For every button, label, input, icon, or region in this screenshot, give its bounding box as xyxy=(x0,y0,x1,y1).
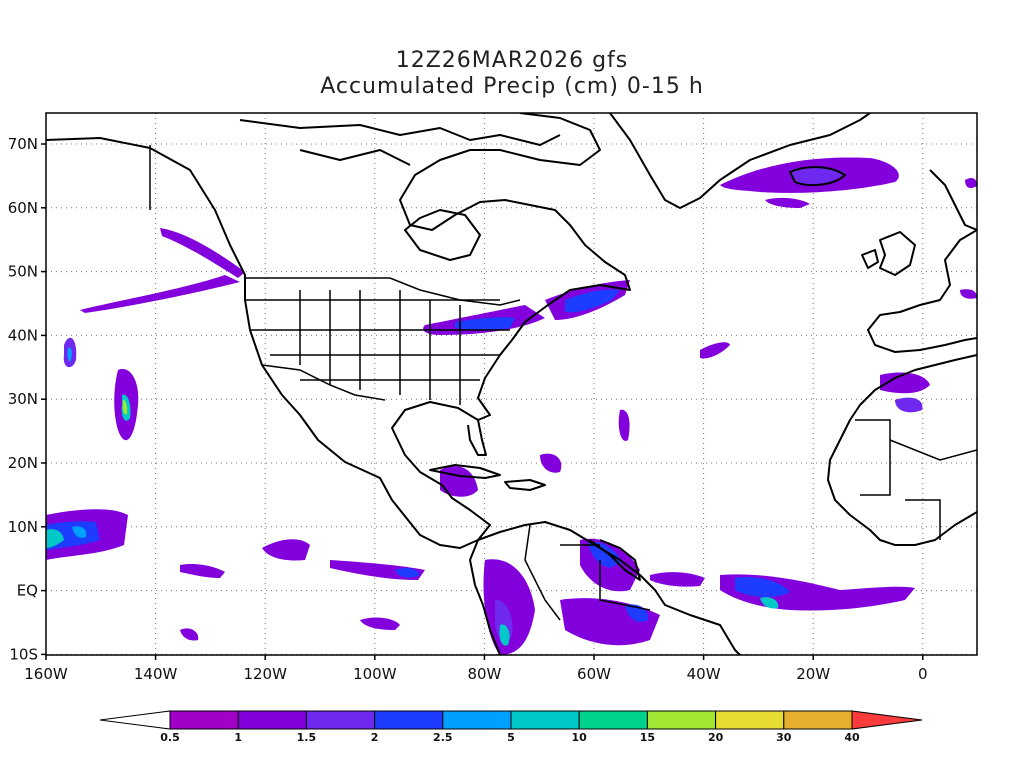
lon-label: 120W xyxy=(243,665,287,683)
lat-label: 20N xyxy=(8,454,38,472)
map-title-line-1: 12Z26MAR2026 gfs xyxy=(395,48,629,73)
colorbar-level-label: 2.5 xyxy=(433,731,453,744)
colorbar-level-label: 2 xyxy=(371,731,379,744)
colorbar-level-label: 0.5 xyxy=(160,731,180,744)
colorbar-level-label: 15 xyxy=(640,731,655,744)
colorbar-high-arrow xyxy=(851,710,923,730)
map-axes: 70N 60N 50N 40N 30N 20N 10N EQ 10S 160W 140W 120W 10… xyxy=(8,135,928,683)
hudson-bay xyxy=(404,209,481,261)
british-isles xyxy=(879,231,916,276)
colorbar-segment xyxy=(646,710,717,730)
colorbar-segment xyxy=(237,710,307,730)
precip-alaska-coast xyxy=(160,228,245,278)
lon-label: 160W xyxy=(24,665,68,683)
precip-north-pacific-band xyxy=(80,275,240,313)
lon-label: 140W xyxy=(134,665,178,683)
orinoco xyxy=(589,539,641,581)
map-title-line-2: Accumulated Precip (cm) 0-15 h xyxy=(320,74,704,99)
colorbar-level-label: 1 xyxy=(234,731,242,744)
colorbar-level-label: 5 xyxy=(507,731,515,744)
lon-label: 40W xyxy=(687,665,721,683)
arctic-islands xyxy=(239,119,561,146)
cuba xyxy=(429,464,501,479)
lon-label: 100W xyxy=(353,665,397,683)
coastlines xyxy=(46,113,977,655)
lat-label: 10N xyxy=(8,518,38,536)
lat-label: 70N xyxy=(8,135,38,153)
colorbar-segment xyxy=(169,710,239,730)
hispaniola xyxy=(504,479,546,491)
map-frame xyxy=(45,112,978,656)
lat-label: 40N xyxy=(8,326,38,344)
colorbar-level-label: 30 xyxy=(776,731,792,744)
colorbar-segment xyxy=(442,710,512,730)
lon-label: 60W xyxy=(577,665,611,683)
colorbar-segment xyxy=(374,710,444,730)
colorbar-segment xyxy=(783,710,853,730)
lon-label: 80W xyxy=(467,665,501,683)
colorbar-level-label: 40 xyxy=(844,731,860,744)
africa-coast xyxy=(827,354,977,546)
iceland xyxy=(789,166,846,187)
north-america-coast xyxy=(46,113,631,549)
colorbar-segment xyxy=(578,710,648,730)
precip-colorbar: 0.5 1 1.5 2 2.5 5 10 15 20 30 40 xyxy=(99,710,923,744)
colorbar-low-arrow xyxy=(99,710,171,730)
greenland-coast xyxy=(609,113,871,209)
colorbar-level-label: 1.5 xyxy=(297,731,317,744)
precip-itcz-pacific-1 xyxy=(262,539,310,561)
lat-label: EQ xyxy=(17,582,38,600)
us-canada-border xyxy=(245,277,521,306)
colorbar-segment xyxy=(510,710,580,730)
colorbar-level-label: 10 xyxy=(572,731,588,744)
precip-morocco xyxy=(880,372,930,394)
lat-label: 30N xyxy=(8,390,38,408)
lon-label: 0 xyxy=(918,665,928,683)
political-borders xyxy=(149,145,977,621)
florida xyxy=(467,419,487,456)
europe-coast xyxy=(867,229,977,353)
scandinavia xyxy=(929,169,977,231)
colorbar-segment xyxy=(305,710,376,730)
lat-label: 60N xyxy=(8,199,38,217)
precip-shading xyxy=(46,157,977,655)
precip-itcz-pacific-3 xyxy=(180,563,225,578)
lat-label: 50N xyxy=(8,263,38,281)
ireland xyxy=(861,249,879,269)
colorbar-segment xyxy=(715,710,785,730)
colorbar-level-label: 20 xyxy=(708,731,724,744)
lat-label: 10S xyxy=(9,645,38,663)
south-america-coast xyxy=(469,521,741,655)
lon-label: 20W xyxy=(796,665,830,683)
